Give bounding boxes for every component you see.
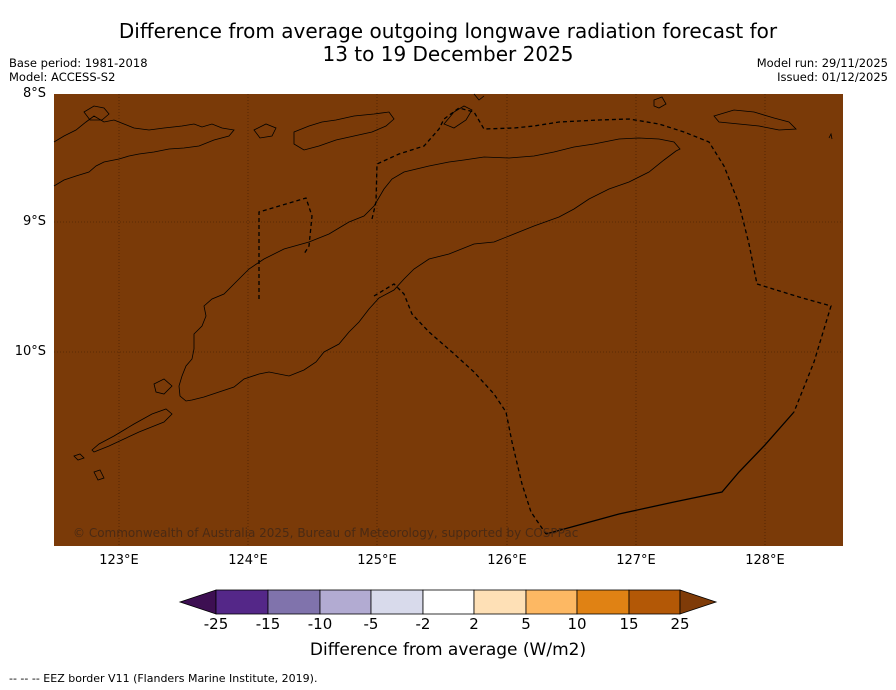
title-line-1: Difference from average outgoing longwav… <box>118 19 778 43</box>
colorbar-tick-7: 5 <box>521 615 531 633</box>
coast-small-island-3 <box>653 96 667 109</box>
colorbar-bin-4 <box>370 589 424 615</box>
coastlines <box>53 93 833 481</box>
coast-tanimbar <box>713 109 797 131</box>
eez-border <box>258 107 832 535</box>
eez-south-segment <box>545 411 795 535</box>
model-run: Model run: 29/11/2025 <box>756 56 888 70</box>
base-period: Base period: 1981-2018 <box>9 56 148 70</box>
colorbar-bin-3 <box>319 589 372 615</box>
colorbar-tick-10: 25 <box>670 615 690 633</box>
lat-label-10s: 10°S <box>14 344 46 359</box>
colorbar-tick-6: 2 <box>469 615 479 633</box>
chart-title: Difference from average outgoing longwav… <box>0 20 896 66</box>
coast-flores-strip <box>53 115 235 187</box>
eez-south-solid <box>545 411 795 535</box>
colorbar-bin-7 <box>525 589 578 615</box>
colorbar-bin-2 <box>267 589 321 615</box>
coast-small-island-5 <box>93 469 105 481</box>
colorbar-tick-5: -2 <box>415 615 431 633</box>
eez-east <box>756 283 832 413</box>
copyright-notice: © Commonwealth of Australia 2025, Bureau… <box>73 526 579 540</box>
coast-small-island-2 <box>253 123 277 139</box>
colorbar-bin-5 <box>422 589 475 615</box>
colorbar-label: Difference from average (W/m2) <box>309 640 587 660</box>
coast-alor <box>293 111 395 151</box>
meta-left: Base period: 1981-2018 Model: ACCESS-S2 <box>9 56 148 84</box>
meta-right: Model run: 29/11/2025 Issued: 01/12/2025 <box>757 56 888 84</box>
colorbar-bin-6 <box>473 589 527 615</box>
lon-label-123e: 123°E <box>99 553 139 568</box>
coast-wetar <box>443 105 473 129</box>
map-panel <box>53 93 843 546</box>
anomaly-field <box>54 94 843 546</box>
colorbar-bin-9 <box>628 589 681 615</box>
lon-label-124e: 124°E <box>228 553 268 568</box>
coast-atauro <box>473 93 485 101</box>
colorbar-extend-high <box>679 589 718 615</box>
lat-label-9s: 9°S <box>22 214 46 229</box>
lon-label-125e: 125°E <box>357 553 397 568</box>
title-line-2: 13 to 19 December 2025 <box>322 42 574 66</box>
colorbar-tick-9: 15 <box>619 615 639 633</box>
issued-date: Issued: 01/12/2025 <box>777 70 888 84</box>
lon-label-128e: 128°E <box>745 553 785 568</box>
coast-small-island-1 <box>83 105 110 121</box>
coast-timor-island <box>178 137 681 402</box>
coast-sawu <box>91 408 173 453</box>
eez-south-west <box>373 283 547 535</box>
lon-label-126e: 126°E <box>487 553 527 568</box>
colorbar-extend-low <box>178 589 217 615</box>
colorbar-bin-1 <box>215 589 269 615</box>
colorbar-tick-8: 10 <box>567 615 587 633</box>
model-name: Model: ACCESS-S2 <box>9 70 116 84</box>
colorbar-bin-8 <box>576 589 630 615</box>
coast-rote <box>153 378 173 395</box>
coast-raijua <box>73 453 85 461</box>
colorbar-tick-4: -5 <box>363 615 379 633</box>
colorbar <box>178 589 718 615</box>
colorbar-tick-3: -10 <box>307 615 333 633</box>
colorbar-tick-2: -15 <box>255 615 281 633</box>
coast-small-island-4 <box>828 132 833 140</box>
eez-oecusse <box>258 197 313 299</box>
eez-footnote: -- -- -- EEZ border V11 (Flanders Marine… <box>9 672 318 685</box>
lat-label-8s: 8°S <box>22 86 46 101</box>
eez-north <box>371 107 758 285</box>
lon-label-127e: 127°E <box>616 553 656 568</box>
colorbar-tick-1: -25 <box>203 615 229 633</box>
